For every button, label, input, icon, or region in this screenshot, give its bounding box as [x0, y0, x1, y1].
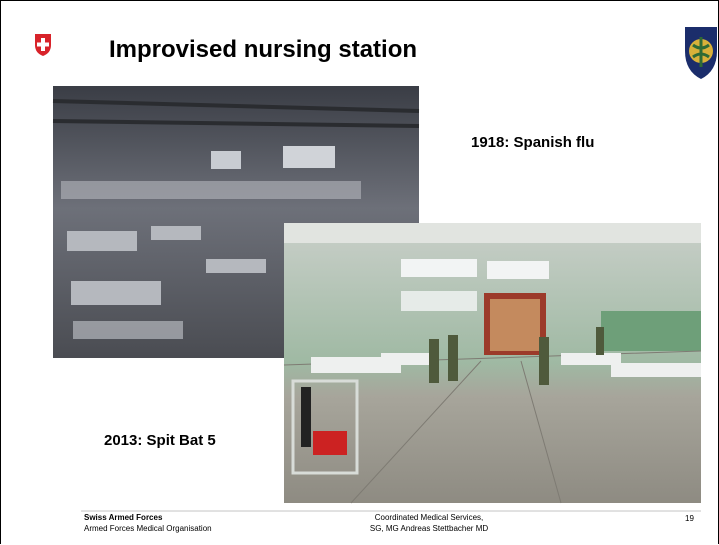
page-number: 19 — [685, 514, 694, 523]
slide: Improvised nursing station 1918: Spanish… — [0, 0, 719, 544]
footer-organization: Swiss Armed Forces — [84, 513, 162, 522]
footer-center: SG, MG Andreas Stettbacher MD — [359, 524, 499, 533]
medical-badge — [685, 27, 717, 79]
footer-unit: Armed Forces Medical Organisation — [84, 524, 212, 533]
photo-2013 — [284, 223, 701, 503]
slide-title: Improvised nursing station — [109, 36, 417, 64]
caption: 1918: Spanish flu — [471, 134, 594, 151]
caption: 2013: Spit Bat 5 — [104, 432, 216, 449]
slide-graphics — [1, 1, 718, 544]
footer-center: Coordinated Medical Services, — [359, 513, 499, 522]
swiss-shield — [35, 34, 51, 56]
